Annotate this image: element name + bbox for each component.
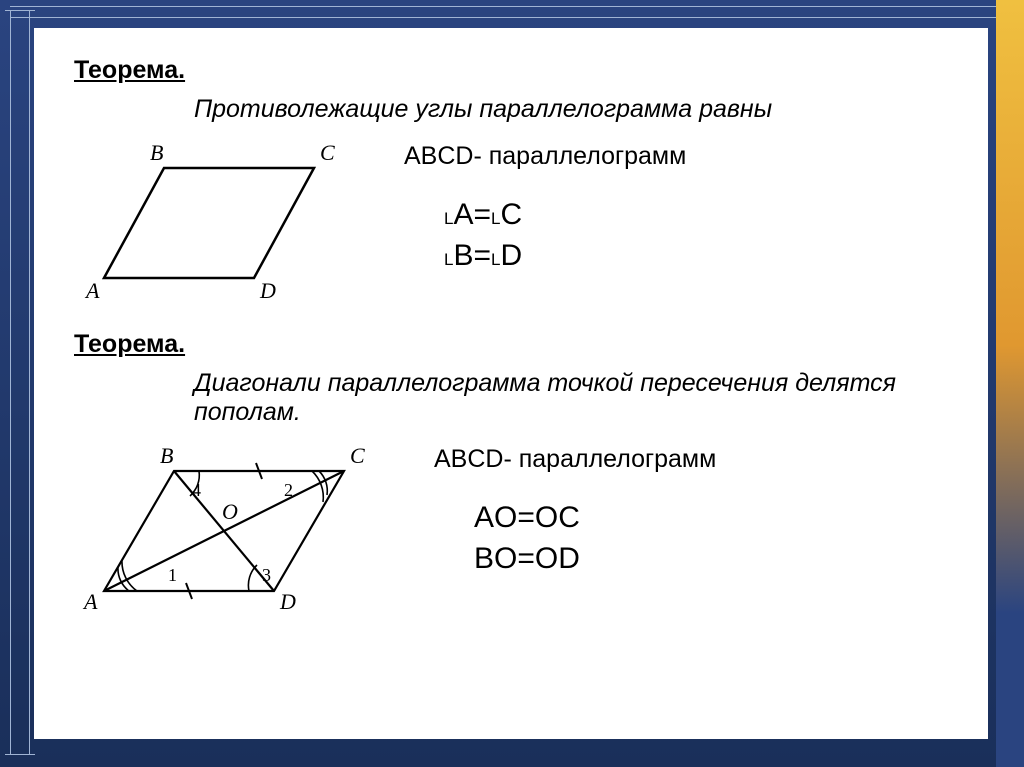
parallelogram-diagonals-svg: A B C D O 1 2 3 4 xyxy=(74,441,374,621)
theorem2-nominal: ABCD- параллелограмм xyxy=(434,445,948,474)
theorem1-equations: LA=LC LB=LD xyxy=(444,195,948,276)
theorem1-figure: A B C D xyxy=(74,138,354,308)
theorem2-text-col: ABCD- параллелограмм AO=OC BO=OD xyxy=(434,441,948,579)
theorem1-label: Теорема. xyxy=(74,56,948,85)
decor-grid-top xyxy=(10,6,1014,18)
svg-text:2: 2 xyxy=(284,480,293,500)
svg-text:A: A xyxy=(82,589,98,614)
eq-ao-oc: AO=OC xyxy=(474,498,948,539)
svg-text:B: B xyxy=(150,140,163,165)
svg-text:D: D xyxy=(279,589,296,614)
svg-text:4: 4 xyxy=(192,480,201,500)
slide-content: Теорема. Противолежащие углы параллелогр… xyxy=(34,28,988,739)
theorem2-label: Теорема. xyxy=(74,330,948,359)
svg-text:C: C xyxy=(350,443,365,468)
svg-text:1: 1 xyxy=(168,565,177,585)
svg-text:O: O xyxy=(222,499,238,524)
svg-text:A: A xyxy=(84,278,100,303)
theorem1-row: A B C D ABCD- параллелограмм LA=LC LB=LD xyxy=(74,138,948,308)
svg-text:D: D xyxy=(259,278,276,303)
theorem1-text-col: ABCD- параллелограмм LA=LC LB=LD xyxy=(404,138,948,276)
theorem2-row: A B C D O 1 2 3 4 ABCD- параллелограмм A… xyxy=(74,441,948,621)
decor-grid-left xyxy=(10,10,30,755)
svg-text:3: 3 xyxy=(262,565,271,585)
theorem1-statement: Противолежащие углы параллелограмма равн… xyxy=(194,95,948,124)
theorem2-statement: Диагонали параллелограмма точкой пересеч… xyxy=(194,369,948,427)
svg-text:B: B xyxy=(160,443,173,468)
theorem2-equations: AO=OC BO=OD xyxy=(474,498,948,579)
decor-stripe-right xyxy=(996,0,1024,767)
theorem2-figure: A B C D O 1 2 3 4 xyxy=(74,441,384,621)
svg-text:C: C xyxy=(320,140,335,165)
eq-bo-od: BO=OD xyxy=(474,539,948,580)
parallelogram-svg: A B C D xyxy=(74,138,344,308)
theorem1-nominal: ABCD- параллелограмм xyxy=(404,142,948,171)
